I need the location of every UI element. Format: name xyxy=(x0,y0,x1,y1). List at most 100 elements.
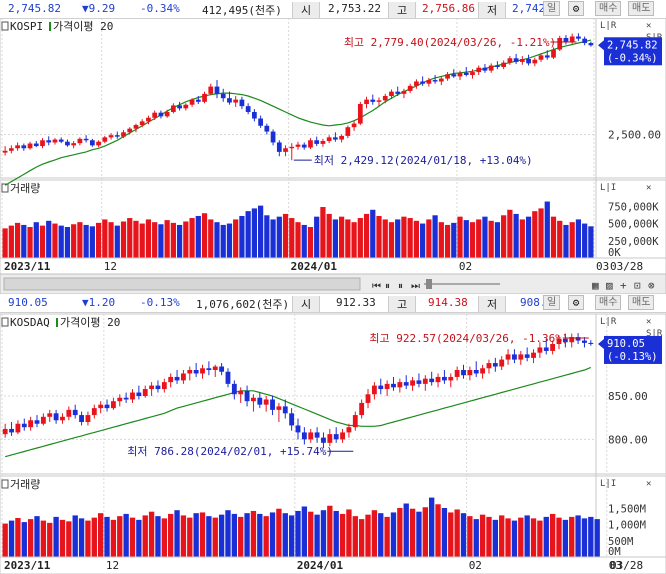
kosdaq-vol-li-button[interactable]: L|I xyxy=(600,479,616,489)
kospi-volume-bar xyxy=(176,224,183,258)
kosdaq-candle-body xyxy=(562,338,568,343)
toolbar-tool-icon[interactable]: + xyxy=(620,279,627,292)
kospi-candle-body xyxy=(245,106,251,112)
kospi-candle-body xyxy=(108,135,114,138)
kosdaq-volume-bar xyxy=(97,513,104,557)
kospi-candle-body xyxy=(326,137,332,141)
kosdaq-candle-body xyxy=(142,389,148,396)
kospi-candle-body xyxy=(557,37,563,50)
kospi-candle-body xyxy=(364,99,369,104)
kosdaq-sr-button[interactable]: S|R xyxy=(646,329,663,339)
kosdaq-volume-bar xyxy=(327,505,333,557)
playback-control-icon[interactable]: ⏮ xyxy=(372,281,381,292)
kosdaq-candle-body xyxy=(231,383,237,395)
kospi-buy-button[interactable]: 매수 xyxy=(595,1,622,16)
kospi-volume-bar xyxy=(39,225,46,258)
kospi-volume-bar xyxy=(220,224,226,258)
kosdaq-candle-body xyxy=(588,342,594,344)
kosdaq-volume-bar xyxy=(193,513,199,557)
kospi-vol-close-icon[interactable]: ✕ xyxy=(646,183,651,193)
kosdaq-candle-body xyxy=(174,376,180,381)
kosdaq-candle-body xyxy=(384,383,390,390)
toolbar-tool-icon[interactable]: ▨ xyxy=(606,279,613,292)
kospi-volume-bar xyxy=(295,222,301,258)
kosdaq-volume-bar xyxy=(2,523,8,557)
kospi-volume-bar xyxy=(457,216,463,258)
kosdaq-lr-button[interactable]: L|R xyxy=(600,317,617,327)
kospi-candle-body xyxy=(463,72,469,75)
kosdaq-candle-body xyxy=(34,420,40,424)
kospi-volume-bar xyxy=(395,219,401,258)
kosdaq-volume-bar xyxy=(358,519,365,557)
kospi-settings-gear-icon[interactable]: ⚙ xyxy=(568,1,584,16)
kosdaq-volume-bar xyxy=(78,518,85,557)
kospi-candle-body xyxy=(77,138,83,144)
kospi-volume-bar xyxy=(444,224,451,258)
kosdaq-close-icon[interactable]: ✕ xyxy=(646,317,651,327)
kospi-candle-body xyxy=(401,90,407,94)
kospi-candle-body xyxy=(15,145,20,149)
kosdaq-volume-bar xyxy=(390,512,397,557)
kosdaq-ma20-line xyxy=(5,366,592,458)
kosdaq-high: 914.38 xyxy=(428,296,468,309)
playback-control-icon[interactable]: ⏸ xyxy=(385,281,390,292)
kospi-sell-button[interactable]: 매도 xyxy=(628,1,655,16)
kospi-candle-body xyxy=(258,118,263,126)
kosdaq-buy-button[interactable]: 매수 xyxy=(595,295,622,310)
kospi-lr-button[interactable]: L|R xyxy=(600,21,617,31)
kospi-volume-bar xyxy=(407,218,413,258)
kosdaq-sell-button[interactable]: 매도 xyxy=(628,295,655,310)
kospi-volume-bar xyxy=(164,220,170,258)
kosdaq-candle-body xyxy=(321,437,326,443)
kospi-candle-body xyxy=(395,91,401,94)
playback-control-icon[interactable]: ⏸ xyxy=(398,281,403,292)
kosdaq-settings-gear-icon[interactable]: ⚙ xyxy=(568,295,584,310)
kosdaq-candle-body xyxy=(238,390,244,395)
kospi-volume-bar xyxy=(257,205,264,258)
kospi-period-select[interactable]: 일 xyxy=(543,1,561,16)
kospi-candle-body xyxy=(214,86,220,94)
kosdaq-candle-body xyxy=(181,373,186,381)
kosdaq-vol-close-icon[interactable]: ✕ xyxy=(646,479,651,489)
kospi-volume-bar xyxy=(351,222,357,258)
kospi-volume-bar xyxy=(538,208,544,258)
kospi-volume-bar xyxy=(332,219,339,258)
kospi-volume-bar xyxy=(282,213,289,258)
kospi-date-tick-label: 12 xyxy=(104,260,117,273)
kospi-close-icon[interactable]: ✕ xyxy=(646,21,651,31)
kosdaq-volume-bar xyxy=(40,520,47,557)
kospi-ma-legend-swatch xyxy=(49,22,51,31)
toolbar-tool-icon[interactable]: ▦ xyxy=(592,279,599,292)
toolbar-tool-icon[interactable]: ⊡ xyxy=(634,279,641,292)
kosdaq-candle-body xyxy=(270,399,275,410)
kosdaq-candle-body xyxy=(98,404,104,409)
kospi-volume-bar xyxy=(2,228,8,258)
kospi-candle-body xyxy=(65,141,70,146)
kospi-open: 2,753.22 xyxy=(328,2,381,15)
kospi-candle-body xyxy=(152,112,158,118)
kosdaq-period-select[interactable]: 일 xyxy=(543,295,561,310)
kosdaq-volume-bar xyxy=(365,514,371,557)
kosdaq-volume-tick-label: 1,000M xyxy=(608,520,646,532)
kospi-candle-body xyxy=(320,140,326,144)
kosdaq-candle-body xyxy=(346,427,352,433)
kospi-volume-bar xyxy=(438,222,444,258)
zoom-slider-handle[interactable] xyxy=(426,279,432,289)
kosdaq-last-price-box xyxy=(604,335,662,364)
kospi-candle-body xyxy=(333,137,338,140)
kospi-candle-body xyxy=(146,117,151,122)
kospi-last-price: 2,745.82 xyxy=(607,39,658,51)
kosdaq-volume-bar xyxy=(384,516,390,557)
kosdaq-volume-title-box xyxy=(1,479,9,489)
kosdaq-volume-bar xyxy=(295,510,301,557)
kospi-vol-li-button[interactable]: L|I xyxy=(600,183,616,193)
kospi-date-tick-label: 03 xyxy=(596,260,609,273)
toolbar-tool-icon[interactable]: ⊗ xyxy=(648,279,655,292)
kosdaq-volume-bar xyxy=(537,520,543,557)
kosdaq-volume-bar xyxy=(66,521,72,557)
playback-control-icon[interactable]: ⏭ xyxy=(411,281,420,292)
kospi-volume-bar xyxy=(108,222,114,258)
scrollbar-thumb[interactable] xyxy=(3,277,361,291)
kospi-volume-bar xyxy=(89,226,95,258)
